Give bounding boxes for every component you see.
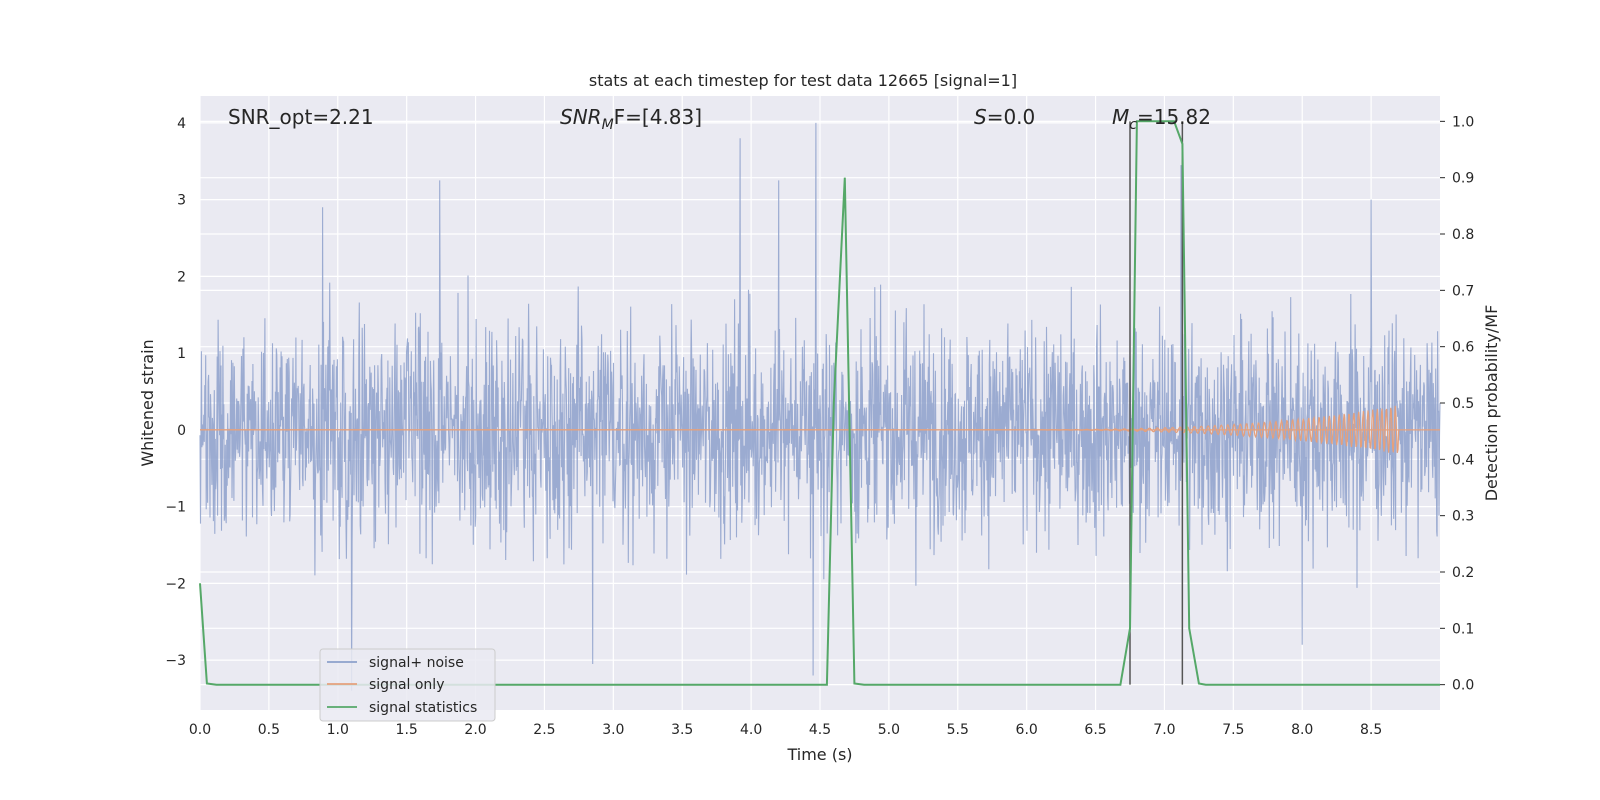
- legend: signal+ noise signal only signal statist…: [319, 648, 496, 722]
- x-axis-ticks: 0.0 0.5 1.0 1.5 2.0 2.5 3.0 3.5 4.0 4.5 5.0 5.5 6.0 6…: [189, 722, 1382, 738]
- x-tick-label: 0.5: [258, 722, 280, 738]
- x-tick-label: 3.5: [671, 722, 693, 738]
- x-tick-label: 8.0: [1291, 722, 1313, 738]
- x-tick-label: 5.0: [878, 722, 900, 738]
- annotation-snr-mf: SNRMF=[4.83]: [560, 105, 702, 133]
- y-left-tick-label: 4: [177, 116, 186, 132]
- y-left-tick-label: −3: [165, 653, 186, 669]
- annotation-mc: Mc=15.82: [1112, 105, 1211, 133]
- y-left-tick-label: −1: [165, 500, 186, 516]
- annotation-s-label: S: [974, 105, 987, 129]
- y-right-tick-label: 0.0: [1452, 678, 1474, 694]
- annotation-s-value: =0.0: [987, 105, 1036, 129]
- y-right-tick-label: 0.8: [1452, 227, 1474, 243]
- y-right-tick-label: 0.2: [1452, 565, 1474, 581]
- legend-label-signal-noise: signal+ noise: [369, 655, 464, 671]
- annotation-snr-opt: SNR_opt=2.21: [228, 105, 374, 129]
- series-signal-only: [200, 405, 1440, 454]
- x-axis-label: Time (s): [786, 745, 852, 764]
- x-tick-label: 8.5: [1360, 722, 1382, 738]
- x-tick-label: 6.0: [1016, 722, 1038, 738]
- x-tick-label: 2.5: [533, 722, 555, 738]
- x-tick-label: 7.5: [1222, 722, 1244, 738]
- y-right-tick-label: 0.9: [1452, 171, 1474, 187]
- y-left-axis-ticks: 4 3 2 1 0 −1 −2 −3: [165, 116, 186, 669]
- y-left-tick-label: 3: [177, 193, 186, 209]
- plot-area: [199, 96, 1441, 710]
- y-left-tick-label: 0: [177, 423, 186, 439]
- series-signal-noise: [199, 122, 1441, 691]
- annotation-mc-value: =15.82: [1137, 105, 1211, 129]
- annotation-snr-mf-base: SNR: [560, 105, 602, 129]
- signal-chirp-line: [200, 405, 1400, 454]
- series-signal-statistics: [199, 120, 1441, 686]
- annotation-mc-sub: c: [1129, 117, 1137, 133]
- y-left-tick-label: 2: [177, 269, 186, 285]
- y-right-tick-label: 0.7: [1452, 283, 1474, 299]
- annotation-s: S=0.0: [974, 105, 1035, 129]
- x-tick-label: 7.0: [1153, 722, 1175, 738]
- legend-box: [319, 648, 496, 722]
- y-right-tick-label: 0.6: [1452, 340, 1474, 356]
- x-tick-label: 0.0: [189, 722, 211, 738]
- y-right-tick-label: 0.4: [1452, 452, 1474, 468]
- y-right-axis-ticks: 1.0 0.9 0.8 0.7 0.6 0.5 0.4 0.3 0.2 0.1 0.0: [1440, 114, 1474, 694]
- x-tick-label: 4.5: [809, 722, 831, 738]
- annotation-mc-base: M: [1112, 105, 1129, 129]
- annotation-snr-mf-rest: F=[4.83]: [614, 105, 702, 129]
- y-left-tick-label: −2: [165, 576, 186, 592]
- y-right-tick-label: 1.0: [1452, 114, 1474, 130]
- y-right-tick-label: 0.5: [1452, 396, 1474, 412]
- noise-line: [199, 122, 1441, 691]
- y-left-axis-label: Whitened strain: [138, 339, 157, 466]
- x-tick-label: 3.0: [602, 722, 624, 738]
- y-right-tick-label: 0.1: [1452, 621, 1474, 637]
- annotation-snr-mf-sub: M: [602, 117, 614, 133]
- legend-label-signal-only: signal only: [369, 677, 444, 693]
- y-right-axis-label: Detection probability/MF: [1482, 305, 1501, 502]
- x-tick-label: 4.0: [740, 722, 762, 738]
- x-tick-label: 2.0: [464, 722, 486, 738]
- y-right-tick-label: 0.3: [1452, 509, 1474, 525]
- chart-title: stats at each timestep for test data 126…: [589, 71, 1017, 90]
- y-left-tick-label: 1: [177, 346, 186, 362]
- x-tick-label: 5.5: [947, 722, 969, 738]
- x-tick-label: 1.5: [396, 722, 418, 738]
- legend-label-signal-statistics: signal statistics: [369, 700, 477, 716]
- x-tick-label: 6.5: [1084, 722, 1106, 738]
- x-tick-label: 1.0: [327, 722, 349, 738]
